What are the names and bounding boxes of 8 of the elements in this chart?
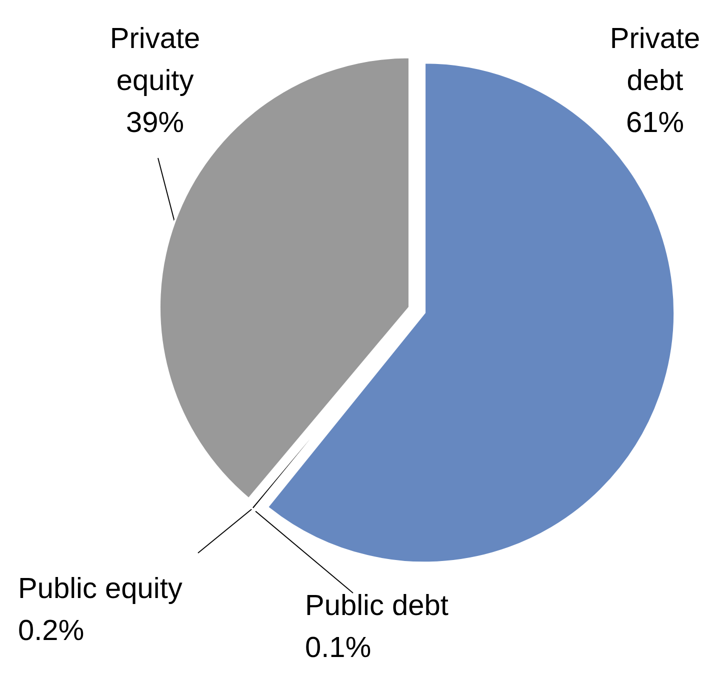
data-label: 39% xyxy=(126,107,184,139)
data-label: 0.1% xyxy=(305,632,372,664)
slice-label: Public debt xyxy=(305,590,448,622)
slice-label: Private debt xyxy=(610,23,700,97)
data-label: 61% xyxy=(626,107,684,139)
slice-label: Public equity xyxy=(18,573,183,605)
slice-label: Private equity xyxy=(110,23,200,97)
data-label: 0.2% xyxy=(18,615,84,647)
